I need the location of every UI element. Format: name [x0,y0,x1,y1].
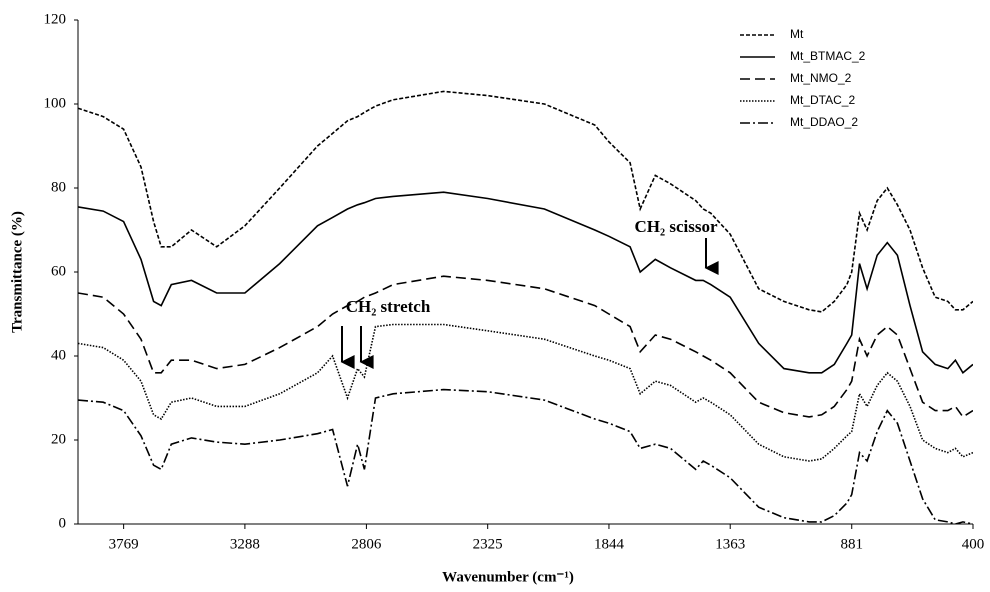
series-line [78,90,973,313]
annotation: CH₂ stretch [346,297,431,316]
x-tick-label: 400 [962,536,985,552]
y-tick-label: 60 [51,263,66,279]
x-tick-label: 3769 [109,536,139,552]
y-tick-label: 40 [51,347,66,363]
x-tick-label: 2325 [473,536,503,552]
x-tick-label: 1363 [715,536,745,552]
series-line [78,388,973,524]
legend-label: Mt_NMO_2 [790,71,852,85]
annotation: CH₂ scissor [634,217,717,236]
y-tick-label: 80 [51,179,66,195]
y-tick-label: 120 [44,11,67,27]
series-line [78,191,973,375]
x-axis-title: Wavenumber (cm⁻¹) [442,569,574,585]
legend-label: Mt_DTAC_2 [790,93,855,107]
x-tick-label: 881 [840,536,863,552]
y-tick-label: 100 [44,95,67,111]
series-line [78,323,973,462]
series-line [78,275,973,418]
legend-label: Mt_BTMAC_2 [790,49,866,63]
legend-label: Mt_DDAO_2 [790,115,858,129]
x-tick-label: 1844 [594,536,625,552]
legend-label: Mt [790,27,804,41]
x-tick-label: 3288 [230,536,260,552]
y-axis-title: Transmittance (%) [9,211,25,333]
x-tick-label: 2806 [351,536,382,552]
y-tick-label: 20 [51,431,66,447]
y-tick-label: 0 [59,515,67,531]
